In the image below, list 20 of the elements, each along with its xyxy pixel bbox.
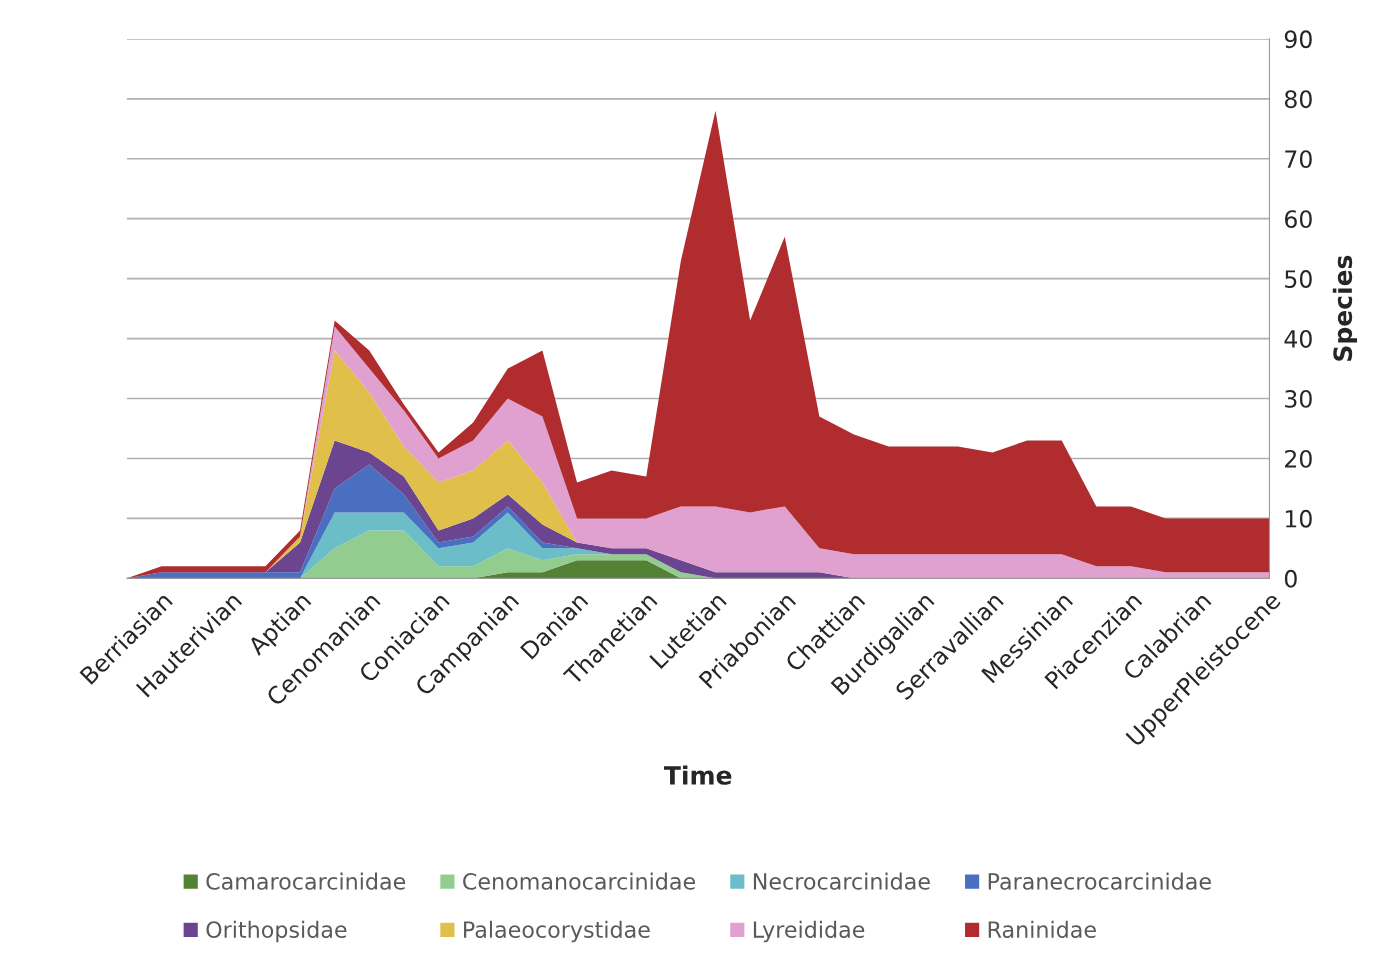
legend-label: Camarocarcinidae xyxy=(206,872,406,890)
y-axis-title: Species xyxy=(1332,255,1358,361)
legend-label: Raninidae xyxy=(988,920,1096,938)
legend-label: Cenomanocarcinidae xyxy=(463,872,695,890)
y-tick-label: 50 xyxy=(1285,270,1312,288)
legend-label: Lyreididae xyxy=(753,920,865,943)
x-axis-title: Time xyxy=(664,765,732,785)
y-tick-label: 30 xyxy=(1285,389,1312,408)
y-tick-label: 40 xyxy=(1284,330,1312,348)
y-tick-label: 90 xyxy=(1284,30,1312,49)
legend-label: Necrocarcinidae xyxy=(753,872,930,890)
y-tick-label: 80 xyxy=(1284,90,1312,109)
legend-label: Paranecrocarcinidae xyxy=(988,872,1211,890)
y-tick-label: 70 xyxy=(1285,150,1312,169)
y-tick-label: 60 xyxy=(1284,210,1312,229)
legend-label: Orithopsidae xyxy=(206,920,347,943)
y-tick-label: 10 xyxy=(1285,509,1312,528)
y-tick-label: 0 xyxy=(1284,569,1297,588)
legend-label: Palaeocorystidae xyxy=(464,920,650,943)
y-tick-label: 20 xyxy=(1285,449,1312,468)
